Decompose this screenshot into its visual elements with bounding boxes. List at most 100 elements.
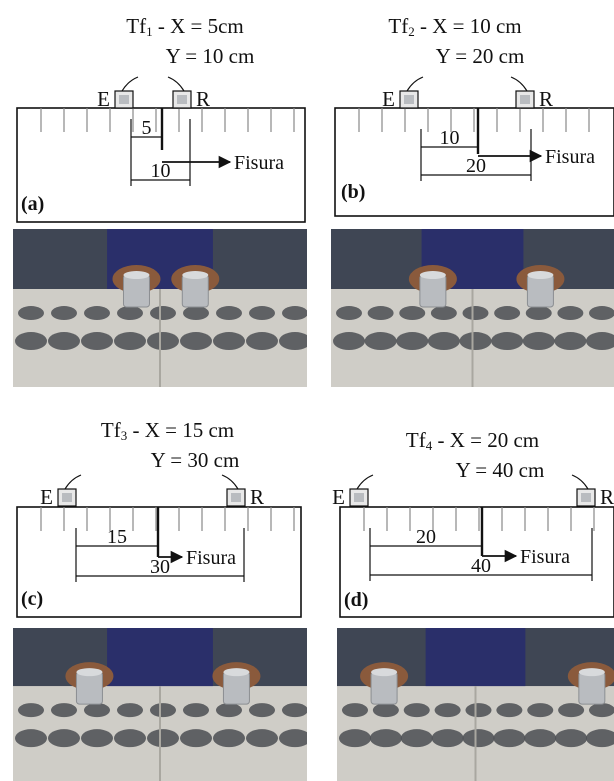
ultrasound-test-photo-icon <box>13 628 307 781</box>
receiver-cable-icon <box>167 76 185 92</box>
transducer-top <box>182 271 209 280</box>
emitter-sensor-face <box>354 493 364 502</box>
concrete-beam <box>339 506 614 618</box>
panel-d-subtitle: Y = 40 cm <box>455 458 545 482</box>
transducer-top <box>76 668 103 677</box>
panel-tag: (c) <box>21 588 43 610</box>
receiver-label: R <box>250 485 264 509</box>
receiver-label: R <box>539 87 553 111</box>
couplant-spot <box>18 306 44 321</box>
panel-c-title: Tf3 - X = 15 cm Y = 30 cm <box>75 418 260 473</box>
couplant-spot <box>462 729 495 748</box>
emitter-cable-icon <box>406 76 424 92</box>
transducer-top <box>123 271 150 280</box>
panel-tag: (b) <box>341 181 365 203</box>
transducer-top <box>419 271 446 280</box>
transducer <box>222 671 250 705</box>
couplant-spot <box>249 306 275 321</box>
receiver-sensor-face <box>177 95 187 104</box>
ultrasound-test-photo-icon <box>331 229 614 387</box>
couplant-spot <box>496 703 523 718</box>
y-dimension-label: 40 <box>471 555 491 577</box>
couplant-spot <box>279 332 307 351</box>
couplant-spot <box>586 332 614 351</box>
photo-c <box>13 628 307 781</box>
couplant-spot <box>117 703 143 718</box>
ultrasound-test-photo-icon <box>13 229 307 387</box>
panel-a-title: Tf1 - X = 5cm Y = 10 cm <box>95 14 275 69</box>
couplant-spot <box>465 703 492 718</box>
couplant-spot <box>399 306 426 321</box>
couplant-spot <box>180 332 212 351</box>
panel-a-subtitle: Y = 10 cm <box>165 44 255 68</box>
panel-d-title: Tf4 - X = 20 cm Y = 40 cm <box>380 428 565 483</box>
couplant-spot <box>459 332 492 351</box>
couplant-spot <box>51 703 77 718</box>
panel-b-subtitle: Y = 20 cm <box>435 44 525 68</box>
couplant-spot <box>430 306 457 321</box>
couplant-spot <box>491 332 524 351</box>
panel-b-diagram: E R 10 20 Fisura (b) <box>334 76 614 217</box>
receiver-cable-icon <box>571 474 589 490</box>
couplant-spot <box>84 703 110 718</box>
couplant-spot <box>493 729 526 748</box>
couplant-spot <box>336 306 362 321</box>
couplant-spot <box>147 332 179 351</box>
receiver-cable-icon <box>510 76 528 92</box>
crack-label: Fisura <box>520 546 570 568</box>
couplant-spot <box>396 332 429 351</box>
emitter-label: E <box>40 485 53 509</box>
crack-label: Fisura <box>545 146 595 168</box>
transducer <box>526 274 554 308</box>
couplant-spot <box>339 729 371 748</box>
crack-label: Fisura <box>186 547 236 569</box>
couplant-spot <box>15 729 47 748</box>
couplant-spot <box>150 306 176 321</box>
couplant-spot <box>216 306 242 321</box>
emitter-label: E <box>97 87 110 111</box>
panel-c-diagram: E R 15 30 Fisura (c) <box>16 474 302 618</box>
emitter-cable-icon <box>356 474 374 490</box>
couplant-spot <box>557 306 584 321</box>
couplant-spot <box>279 729 307 748</box>
x-dimension-label: 15 <box>107 526 127 548</box>
transducer <box>578 671 606 705</box>
couplant-spot <box>48 332 80 351</box>
transducer-top <box>223 668 250 677</box>
couplant-spot <box>180 729 212 748</box>
panel-tag: (d) <box>344 589 368 611</box>
ultrasound-test-photo-icon <box>337 628 614 781</box>
couplant-spot <box>586 729 614 748</box>
panel-a-diagram: E R 5 10 Fisura (a) <box>16 76 306 223</box>
couplant-spot <box>114 729 146 748</box>
couplant-spot <box>522 332 555 351</box>
person-torso <box>425 628 526 695</box>
couplant-spot <box>150 703 176 718</box>
couplant-spot <box>558 703 585 718</box>
couplant-spot <box>494 306 521 321</box>
couplant-spot <box>554 332 587 351</box>
x-dimension-label: 20 <box>416 526 436 548</box>
couplant-spot <box>51 306 77 321</box>
transducer-top <box>527 271 554 280</box>
couplant-spot <box>427 332 460 351</box>
couplant-spot <box>369 729 402 748</box>
panel-tag: (a) <box>21 193 44 215</box>
couplant-spot <box>246 729 278 748</box>
receiver-sensor-face <box>520 95 530 104</box>
emitter-sensor-face <box>404 95 414 104</box>
couplant-spot <box>84 306 110 321</box>
couplant-spot <box>403 703 430 718</box>
photo-b <box>331 229 614 387</box>
x-dimension-label: 5 <box>142 117 152 139</box>
transducer <box>181 274 209 308</box>
person-torso <box>107 628 213 695</box>
transducer-top <box>371 668 398 677</box>
transducer <box>122 274 150 308</box>
x-dimension-label: 10 <box>440 127 460 149</box>
panel-d-diagram: E R 20 40 Fisura (d) <box>332 474 614 618</box>
couplant-spot <box>183 306 209 321</box>
photo-a <box>13 229 307 387</box>
y-dimension-label: 10 <box>151 160 171 182</box>
